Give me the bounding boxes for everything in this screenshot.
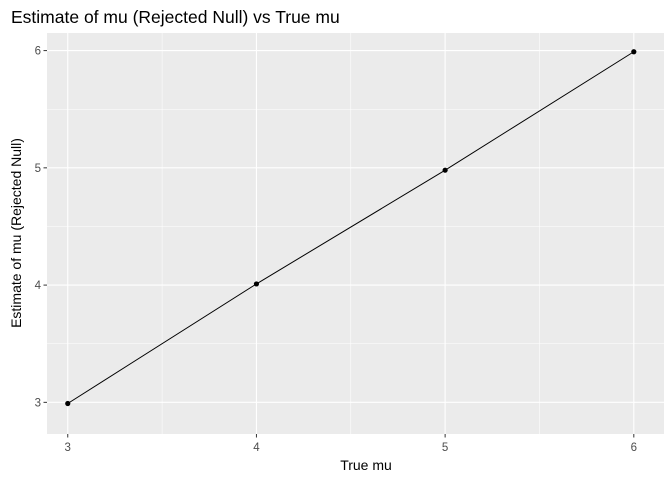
y-axis-ticks: 3 4 5 6 — [35, 46, 47, 409]
major-gridlines — [47, 33, 664, 434]
y-tick-label: 6 — [35, 46, 41, 58]
data-point — [631, 49, 637, 55]
series-line — [67, 51, 635, 404]
x-tick-label: 3 — [65, 442, 71, 454]
data-points — [65, 49, 637, 407]
data-point — [65, 400, 71, 407]
data-point — [253, 281, 260, 287]
y-tick-label: 5 — [35, 163, 41, 175]
minor-gridlines — [47, 33, 664, 434]
y-tick-label: 3 — [35, 397, 41, 409]
x-tick-label: 5 — [442, 442, 448, 454]
plot-panel — [47, 33, 664, 434]
data-point — [442, 167, 448, 173]
chart-title: Estimate of mu (Rejected Null) vs True m… — [11, 7, 340, 27]
x-axis-label: True mu — [340, 457, 392, 473]
y-tick-label: 4 — [35, 280, 42, 292]
x-tick-label: 6 — [631, 442, 637, 454]
x-axis-ticks: 3 4 5 6 — [65, 434, 637, 454]
y-axis-label: Estimate of mu (Rejected Null) — [8, 138, 24, 328]
x-tick-label: 4 — [253, 442, 260, 454]
